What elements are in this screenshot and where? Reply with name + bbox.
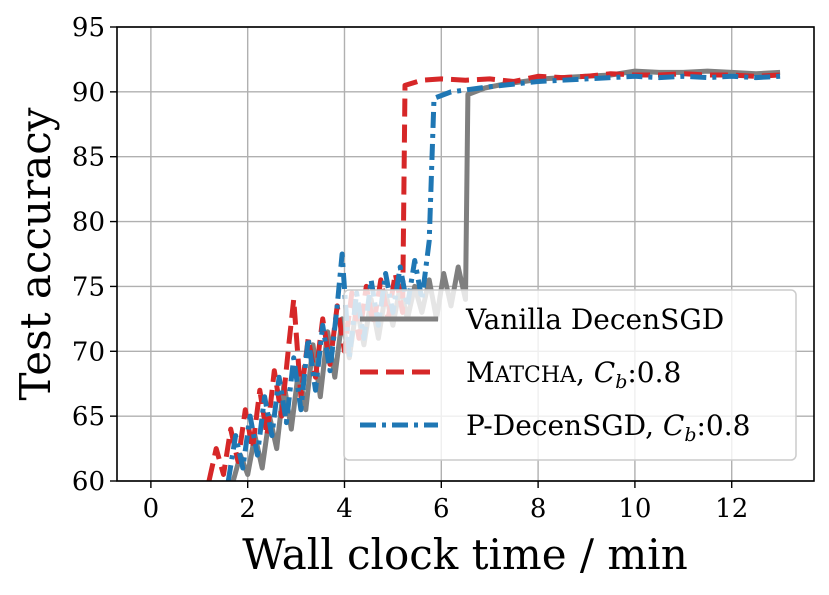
legend-matcha-comma: , (576, 356, 594, 389)
y-tick-label-95: 95 (72, 13, 105, 43)
legend-pdecensgd-suffix: :0.8 (696, 409, 750, 442)
x-tick-label-4: 4 (336, 494, 353, 524)
y-tick-label-70: 70 (72, 337, 105, 367)
y-tick-label-65: 65 (72, 402, 105, 432)
legend-matcha-smallcaps: ATCHA (494, 363, 577, 388)
axis-ticks: 0 2 4 6 8 10 12 60 65 70 75 80 85 90 95 (72, 13, 748, 524)
legend-pdecensgd-sub: b (684, 424, 696, 446)
x-axis-label: Wall clock time / min (242, 530, 688, 579)
legend-label-matcha: MATCHA, Cb:0.8 (466, 356, 681, 393)
x-tick-label-6: 6 (433, 494, 450, 524)
x-tick-label-12: 12 (715, 494, 748, 524)
y-tick-label-80: 80 (72, 208, 105, 238)
y-tick-label-90: 90 (72, 78, 105, 108)
series-line-matcha (206, 71, 781, 482)
legend-pdecensgd-c: C (663, 409, 684, 442)
legend-matcha-sub: b (615, 371, 627, 393)
legend-box (343, 289, 797, 461)
legend-label-pdecensgd: P-DecenSGD, Cb:0.8 (466, 409, 750, 446)
legend-matcha-m: M (466, 356, 495, 389)
x-tick-label-10: 10 (618, 494, 651, 524)
x-tick-label-2: 2 (239, 494, 256, 524)
legend-matcha-suffix: :0.8 (627, 356, 681, 389)
legend-matcha-c: C (594, 356, 615, 389)
legend-pdecensgd-prefix: P-DecenSGD, (466, 409, 663, 442)
y-tick-label-75: 75 (72, 272, 105, 302)
y-axis-label: Test accuracy (11, 107, 60, 400)
y-tick-label-85: 85 (72, 143, 105, 173)
series-line-p-decensgd (225, 73, 781, 482)
x-tick-label-0: 0 (143, 494, 160, 524)
x-tick-label-8: 8 (530, 494, 547, 524)
y-tick-label-60: 60 (72, 467, 105, 497)
plot-frame (116, 26, 815, 482)
legend-label-vanilla: Vanilla DecenSGD (465, 303, 724, 336)
legend: Vanilla DecenSGD MATCHA, Cb:0.8 P-DecenS… (343, 289, 797, 461)
